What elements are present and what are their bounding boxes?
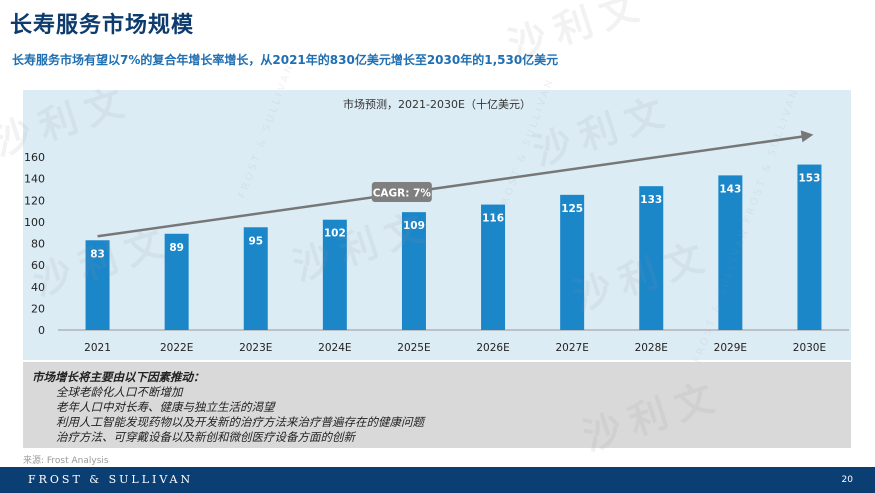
cagr-label: CAGR: 7% — [373, 188, 432, 200]
bar-value-label: 109 — [403, 220, 425, 232]
growth-drivers-box: 市场增长将主要由以下因素推动： 全球老龄化人口不断增加 老年人口中对长寿、健康与… — [23, 362, 851, 448]
y-tick-label: 0 — [38, 324, 45, 337]
x-tick-label: 2021 — [84, 342, 111, 354]
y-tick-label: 20 — [31, 302, 45, 315]
footer-bar: FROST & SULLIVAN 20 — [0, 467, 875, 493]
x-tick-label: 2023E — [239, 342, 272, 354]
x-tick-label: 2022E — [160, 342, 193, 354]
y-tick-label: 80 — [31, 238, 45, 251]
cagr-label-box — [371, 182, 432, 203]
chart-title: 市场预测，2021-2030E（十亿美元） — [343, 97, 531, 111]
bar — [85, 240, 110, 330]
bar-value-label: 89 — [169, 242, 184, 254]
bar — [718, 175, 743, 330]
x-tick-label: 2025E — [397, 342, 430, 354]
cagr-trend-line — [97, 134, 806, 238]
y-tick-label: 100 — [24, 216, 45, 229]
driver-item: 治疗方法、可穿戴设备以及新创和微创医疗设备方面的创新 — [56, 430, 355, 444]
y-tick-label: 160 — [24, 151, 45, 164]
bar — [401, 212, 426, 330]
drivers-list: 全球老龄化人口不断增加 老年人口中对长寿、健康与独立生活的渴望 利用人工智能发现… — [32, 385, 851, 445]
x-tick-label: 2026E — [476, 342, 509, 354]
bar-value-label: 133 — [640, 194, 662, 206]
bar-value-label: 102 — [324, 228, 346, 240]
bar — [164, 233, 189, 330]
source-note: 来源: Frost Analysis — [23, 456, 109, 466]
x-tick-label: 2029E — [714, 342, 747, 354]
bar — [797, 164, 822, 330]
y-tick-label: 40 — [31, 281, 45, 294]
bar-value-label: 95 — [248, 235, 263, 247]
chart-panel: 市场预测，2021-2030E（十亿美元） 0 20 40 60 80 100 120 140… — [23, 90, 851, 360]
x-tick-label: 2028E — [635, 342, 668, 354]
y-tick-label: 60 — [31, 259, 45, 272]
bar — [639, 186, 664, 330]
page-number: 20 — [841, 475, 853, 485]
bar-value-label: 143 — [719, 183, 741, 195]
cagr-arrow-head — [800, 130, 814, 143]
market-forecast-chart: 市场预测，2021-2030E（十亿美元） 0 20 40 60 80 100 120 140… — [24, 97, 849, 354]
driver-item: 利用人工智能发现药物以及开发新的治疗方法来治疗普遍存在的健康问题 — [56, 415, 424, 429]
bar-value-label: 153 — [798, 173, 820, 185]
x-tick-label: 2027E — [555, 342, 588, 354]
bar — [560, 194, 585, 330]
driver-item: 老年人口中对长寿、健康与独立生活的渴望 — [56, 400, 275, 414]
y-tick-label: 120 — [24, 194, 45, 207]
bar — [322, 219, 347, 330]
driver-item: 全球老龄化人口不断增加 — [56, 385, 183, 399]
x-tick-label: 2030E — [793, 342, 826, 354]
bar-value-label: 83 — [90, 248, 105, 260]
drivers-heading: 市场增长将主要由以下因素推动： — [32, 370, 205, 384]
y-tick-label: 140 — [24, 173, 45, 186]
footer-brand-logo: FROST & SULLIVAN — [28, 473, 194, 486]
page-title: 长寿服务市场规模 — [10, 13, 195, 38]
page-subtitle: 长寿服务市场有望以7%的复合年增长率增长，从2021年的830亿美元增长至203… — [12, 53, 559, 67]
bar — [243, 227, 268, 330]
bar-value-label: 125 — [561, 203, 583, 215]
x-tick-label: 2024E — [318, 342, 351, 354]
bar — [481, 204, 506, 330]
bar-value-label: 116 — [482, 213, 504, 225]
